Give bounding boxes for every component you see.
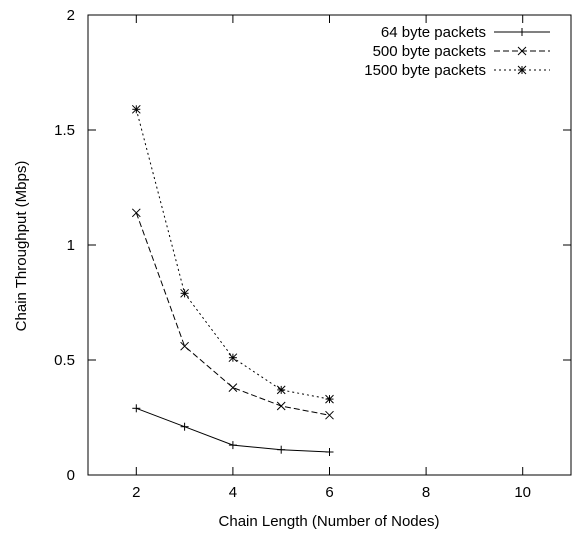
data-point <box>517 65 527 75</box>
data-point <box>277 445 286 454</box>
data-point <box>131 104 141 114</box>
data-point <box>180 288 189 298</box>
series-1 <box>132 404 334 456</box>
axis-ticks: 2 4 6 8 10 0 0.5 1 1.5 2 <box>54 7 571 501</box>
y-tick-label: 0.5 <box>54 352 75 369</box>
legend-item-1: 64 byte packets <box>381 24 550 41</box>
x-tick-label: 6 <box>325 484 333 501</box>
data-point <box>517 46 527 56</box>
data-point <box>276 401 286 411</box>
y-tick-label: 1.5 <box>54 122 75 139</box>
series-line <box>135 212 330 416</box>
data-point <box>132 404 141 413</box>
y-tick-label: 0 <box>67 467 75 484</box>
series-group <box>131 104 334 456</box>
data-point <box>228 441 237 450</box>
legend-label: 1500 byte packets <box>364 62 486 79</box>
y-tick-label: 2 <box>67 7 75 24</box>
x-tick-label: 2 <box>132 484 140 501</box>
data-point <box>518 28 526 36</box>
series-2 <box>131 208 334 420</box>
legend-item-3: 1500 byte packets <box>364 62 550 79</box>
data-point <box>276 385 286 395</box>
x-axis-title: Chain Length (Number of Nodes) <box>219 513 440 530</box>
data-point <box>325 394 334 404</box>
legend: 64 byte packets 500 byte packets 1500 byte… <box>364 24 550 79</box>
data-point <box>180 422 189 431</box>
y-tick-label: 1 <box>67 237 75 254</box>
legend-item-2: 500 byte packets <box>373 43 550 60</box>
legend-label: 500 byte packets <box>373 43 486 60</box>
series-3 <box>131 104 334 404</box>
data-point <box>131 208 141 218</box>
x-tick-label: 8 <box>422 484 430 501</box>
y-axis-title: Chain Throughput (Mbps) <box>13 161 30 332</box>
x-tick-label: 4 <box>229 484 237 501</box>
data-point <box>180 341 189 351</box>
data-point <box>325 410 334 420</box>
data-point <box>228 383 238 392</box>
legend-label: 64 byte packets <box>381 24 486 41</box>
data-point <box>325 448 334 456</box>
x-tick-label: 10 <box>514 484 531 501</box>
plot-frame <box>87 14 572 476</box>
plot-area <box>87 14 572 476</box>
data-point <box>228 353 238 363</box>
